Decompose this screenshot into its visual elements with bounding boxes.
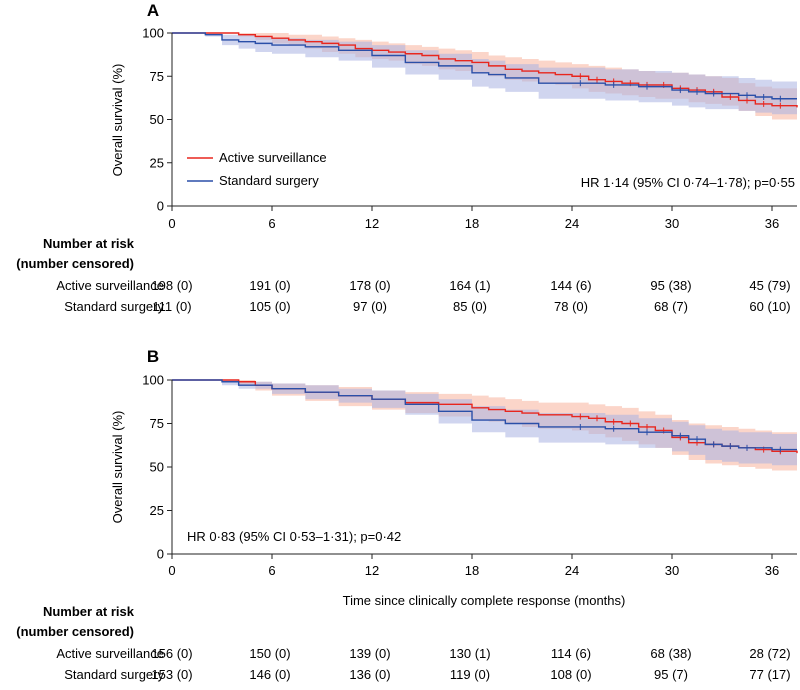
x-tick-label: 6 bbox=[268, 216, 275, 231]
x-axis-title: Time since clinically complete response … bbox=[343, 593, 626, 608]
x-tick-label: 18 bbox=[465, 216, 479, 231]
risk-cell: 150 (0) bbox=[249, 646, 290, 661]
risk-cell: 28 (72) bbox=[749, 646, 790, 661]
risk-cell: 153 (0) bbox=[151, 667, 192, 682]
x-tick-label: 6 bbox=[268, 563, 275, 578]
x-tick-label: 24 bbox=[565, 216, 579, 231]
y-tick-label: 0 bbox=[157, 547, 164, 562]
panel-label: A bbox=[147, 1, 159, 20]
x-tick-label: 30 bbox=[665, 216, 679, 231]
x-tick-label: 36 bbox=[765, 216, 779, 231]
risk-table-header: (number censored) bbox=[16, 256, 134, 271]
risk-cell: 95 (7) bbox=[654, 667, 688, 682]
risk-cell: 130 (1) bbox=[449, 646, 490, 661]
risk-cell: 136 (0) bbox=[349, 667, 390, 682]
x-tick-label: 36 bbox=[765, 563, 779, 578]
x-tick-label: 24 bbox=[565, 563, 579, 578]
x-tick-label: 18 bbox=[465, 563, 479, 578]
legend-label: Standard surgery bbox=[219, 173, 319, 188]
risk-row-label: Active surveillance bbox=[56, 646, 164, 661]
risk-table-header: Number at risk bbox=[43, 236, 135, 251]
risk-cell: 144 (6) bbox=[550, 278, 591, 293]
risk-table-header: (number censored) bbox=[16, 624, 134, 639]
y-axis-title: Overall survival (%) bbox=[110, 64, 125, 177]
y-tick-label: 75 bbox=[150, 69, 164, 84]
risk-cell: 77 (17) bbox=[749, 667, 790, 682]
y-tick-label: 75 bbox=[150, 416, 164, 431]
y-axis-title: Overall survival (%) bbox=[110, 411, 125, 524]
hr-annotation: HR 1·14 (95% CI 0·74–1·78); p=0·55 bbox=[581, 175, 795, 190]
risk-cell: 105 (0) bbox=[249, 299, 290, 314]
ci-band-standard-surgery bbox=[172, 33, 797, 115]
y-tick-label: 25 bbox=[150, 155, 164, 170]
x-tick-label: 0 bbox=[168, 563, 175, 578]
risk-row-label: Standard surgery bbox=[64, 667, 164, 682]
risk-cell: 97 (0) bbox=[353, 299, 387, 314]
y-tick-label: 25 bbox=[150, 503, 164, 518]
panel-label: B bbox=[147, 347, 159, 366]
y-tick-label: 50 bbox=[150, 460, 164, 475]
risk-cell: 108 (0) bbox=[550, 667, 591, 682]
risk-cell: 68 (38) bbox=[650, 646, 691, 661]
y-tick-label: 50 bbox=[150, 112, 164, 127]
x-tick-label: 12 bbox=[365, 216, 379, 231]
ci-band-standard-surgery bbox=[172, 380, 797, 466]
risk-table-header: Number at risk bbox=[43, 604, 135, 619]
risk-cell: 119 (0) bbox=[450, 667, 490, 682]
series-line-standard-surgery bbox=[172, 379, 797, 451]
risk-cell: 68 (7) bbox=[654, 299, 688, 314]
risk-cell: 60 (10) bbox=[749, 299, 790, 314]
risk-cell: 164 (1) bbox=[449, 278, 490, 293]
series-line-standard-surgery bbox=[172, 32, 797, 100]
risk-cell: 114 (6) bbox=[551, 646, 591, 661]
risk-cell: 191 (0) bbox=[249, 278, 290, 293]
risk-cell: 95 (38) bbox=[650, 278, 691, 293]
risk-cell: 198 (0) bbox=[151, 278, 192, 293]
x-tick-label: 12 bbox=[365, 563, 379, 578]
risk-row-label: Standard surgery bbox=[64, 299, 164, 314]
risk-cell: 45 (79) bbox=[749, 278, 790, 293]
risk-cell: 146 (0) bbox=[249, 667, 290, 682]
hr-annotation: HR 0·83 (95% CI 0·53–1·31); p=0·42 bbox=[187, 529, 401, 544]
risk-cell: 111 (0) bbox=[152, 299, 191, 314]
risk-cell: 85 (0) bbox=[453, 299, 487, 314]
legend-label: Active surveillance bbox=[219, 150, 327, 165]
y-tick-label: 100 bbox=[142, 373, 164, 388]
risk-cell: 156 (0) bbox=[151, 646, 192, 661]
risk-row-label: Active surveillance bbox=[56, 278, 164, 293]
y-tick-label: 0 bbox=[157, 199, 164, 214]
risk-cell: 139 (0) bbox=[349, 646, 390, 661]
risk-cell: 78 (0) bbox=[554, 299, 588, 314]
x-tick-label: 30 bbox=[665, 563, 679, 578]
x-tick-label: 0 bbox=[168, 216, 175, 231]
series-line-active-surveillance bbox=[172, 32, 798, 108]
risk-cell: 178 (0) bbox=[349, 278, 390, 293]
y-tick-label: 100 bbox=[142, 26, 164, 41]
